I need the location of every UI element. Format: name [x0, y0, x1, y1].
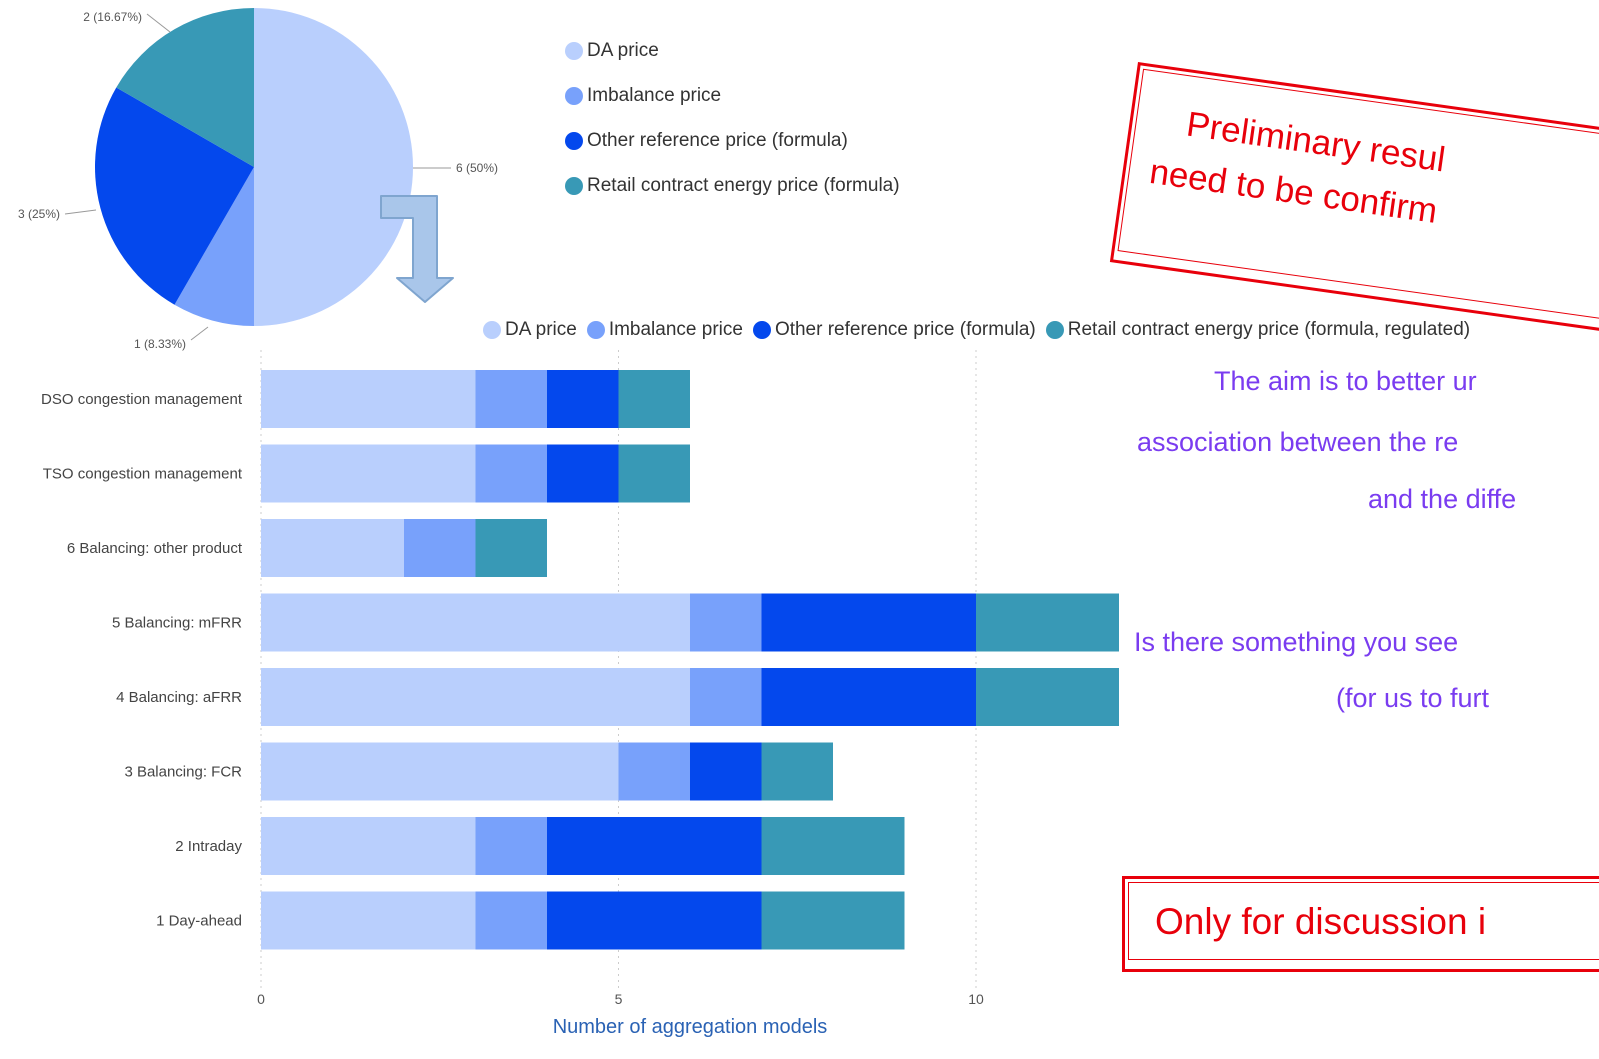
x-tick-label: 10: [968, 991, 984, 1007]
bar-segment: [261, 593, 690, 652]
legend-label: DA price: [587, 39, 659, 61]
note-line-2: association between the re: [1137, 427, 1459, 457]
bar-segment: [475, 444, 547, 503]
legend-swatch-da: [565, 41, 583, 60]
legend-swatch-da: [483, 321, 501, 339]
x-tick-label: 5: [615, 991, 623, 1007]
bar-segment: [761, 891, 905, 950]
legend-swatch-other: [565, 131, 583, 150]
note-line-5: (for us to furt: [1336, 683, 1490, 713]
bar-segment: [618, 370, 690, 428]
bar-segment: [475, 891, 547, 950]
discussion-only-stamp: Only for discussion i: [1122, 876, 1599, 972]
pie-legend: DA price Imbalance price Other reference…: [565, 28, 900, 208]
x-tick-label: 0: [257, 991, 265, 1007]
bar-segment: [690, 668, 762, 726]
bar-segment: [261, 817, 476, 875]
pie-leader-line: [146, 13, 171, 33]
legend-label: Retail contract energy price (formula): [587, 174, 900, 196]
legend-label: Retail contract energy price (formula, r…: [1067, 319, 1471, 340]
category-label: 6 Balancing: other product: [67, 540, 243, 557]
bent-arrow-icon: [380, 195, 454, 303]
bar-segment: [547, 891, 762, 950]
legend-label: Other reference price (formula): [774, 319, 1036, 340]
bar-segment: [261, 742, 619, 801]
bar-legend: DA price Imbalance price Other reference…: [483, 319, 1480, 341]
bar-segment: [690, 593, 762, 652]
stacked-bar-chart: DSO congestion management TSO congestion …: [41, 350, 1119, 1038]
bar-segment: [475, 817, 547, 875]
bar-segment: [761, 593, 976, 652]
stamp-inner: Preliminary resul need to be confirm: [1117, 68, 1599, 324]
x-axis-title: Number of aggregation models: [553, 1016, 828, 1038]
pie-leader-line: [64, 209, 97, 215]
bar-segment: [475, 519, 547, 577]
note-line-1: The aim is to better ur: [1214, 366, 1477, 396]
note-line-4: Is there something you see: [1134, 627, 1459, 657]
legend-label: Imbalance price: [608, 319, 743, 340]
pie-chart: 6 (50%) 1 (8.33%) 3 (25%) 2 (16.67%): [18, 8, 498, 351]
stamp-inner: Only for discussion i: [1128, 882, 1599, 960]
pie-slice: [94, 87, 255, 305]
bar-segment: [261, 668, 690, 726]
note-line-3: and the diffe: [1368, 484, 1517, 514]
pie-slice: [254, 8, 413, 326]
category-label: 3 Balancing: FCR: [124, 764, 242, 781]
bar-segment: [261, 891, 476, 950]
pie-slice: [174, 167, 254, 326]
legend-item-imbalance: Imbalance price: [565, 73, 900, 118]
category-label: 4 Balancing: aFRR: [116, 689, 242, 706]
bar-segment: [761, 742, 833, 801]
pie-data-label: 2 (16.67%): [83, 10, 142, 24]
legend-swatch-retail: [1045, 321, 1064, 339]
bar-segment: [404, 519, 476, 577]
bar-segment: [261, 444, 476, 503]
legend-item-other: Other reference price (formula): [752, 319, 1036, 341]
bar-segment: [976, 593, 1119, 652]
legend-item-retail: Retail contract energy price (formula, r…: [1045, 319, 1471, 341]
legend-label: DA price: [505, 319, 577, 340]
preliminary-results-stamp: Preliminary resul need to be confirm: [1109, 62, 1599, 337]
legend-item-da: DA price: [565, 28, 900, 73]
bar-segment: [547, 370, 619, 428]
bar-segment: [761, 817, 905, 875]
bar-segment: [261, 370, 476, 428]
pie-slice: [116, 8, 254, 167]
category-label: DSO congestion management: [41, 391, 243, 408]
category-label: TSO congestion management: [43, 466, 243, 483]
pie-leader-line: [190, 326, 209, 341]
pie-data-label: 3 (25%): [18, 207, 60, 221]
category-label: 5 Balancing: mFRR: [112, 615, 242, 632]
bar-segment: [976, 668, 1119, 726]
bar-segment: [547, 817, 762, 875]
bar-segment: [547, 444, 619, 503]
bar-segment: [761, 668, 976, 726]
bar-segment: [690, 742, 762, 801]
bar-segment: [475, 370, 547, 428]
legend-item-imbalance: Imbalance price: [586, 319, 743, 341]
legend-swatch-imbalance: [565, 86, 583, 105]
pie-data-label: 1 (8.33%): [134, 337, 186, 351]
pie-data-label: 6 (50%): [456, 161, 498, 175]
legend-label: Imbalance price: [587, 84, 722, 106]
category-label: 2 Intraday: [175, 838, 242, 855]
legend-item-da: DA price: [483, 319, 577, 341]
legend-swatch-imbalance: [586, 321, 605, 339]
bar-segment: [261, 519, 404, 577]
legend-item-other: Other reference price (formula): [565, 118, 900, 163]
legend-item-retail: Retail contract energy price (formula): [565, 163, 900, 208]
category-label: 1 Day-ahead: [156, 913, 242, 930]
legend-swatch-other: [752, 321, 771, 339]
legend-swatch-retail: [565, 176, 583, 195]
bar-segment: [618, 444, 690, 503]
legend-label: Other reference price (formula): [587, 129, 848, 151]
bar-segment: [618, 742, 690, 801]
